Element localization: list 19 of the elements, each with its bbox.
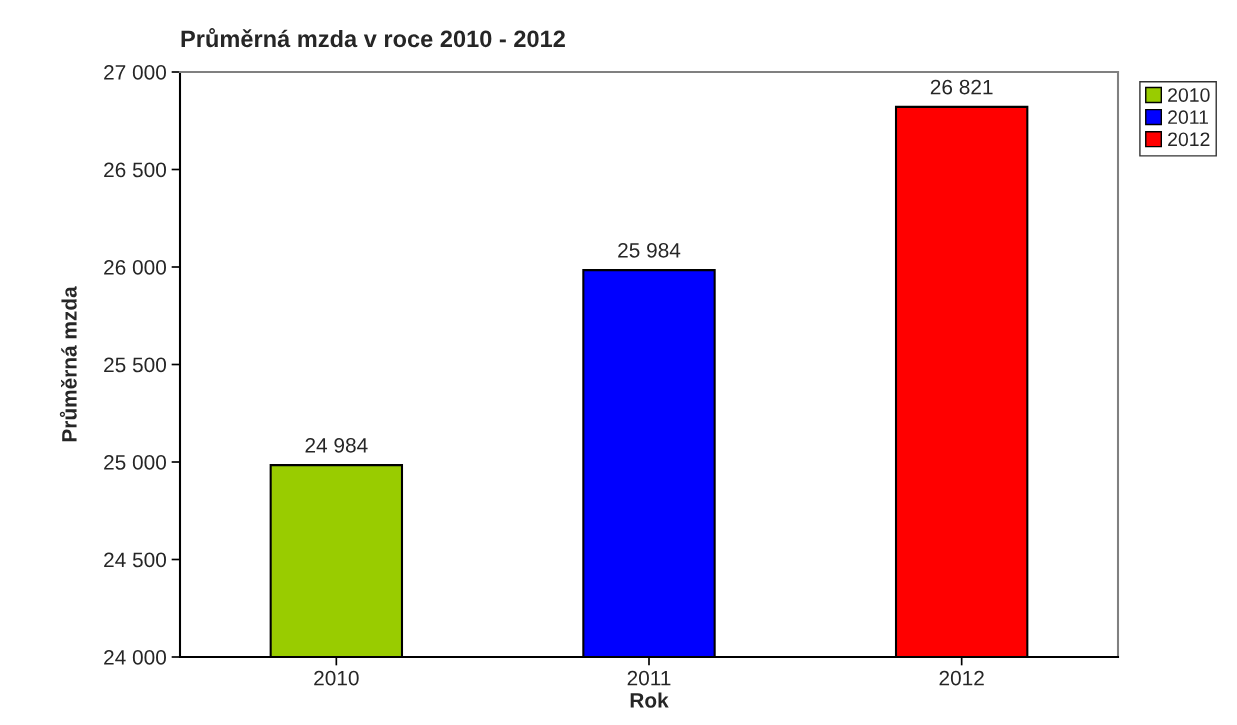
y-tick-label: 24 500	[104, 552, 166, 568]
legend-label: 2011	[1168, 110, 1209, 125]
legend-label: 2012	[1168, 132, 1210, 147]
y-axis-title: Průměrná mzda	[59, 286, 77, 442]
data-label: 25 984	[618, 242, 681, 258]
y-tick-label: 27 000	[104, 65, 166, 80]
data-label: 24 984	[305, 437, 368, 453]
x-tick-label: 2012	[939, 670, 984, 686]
y-tick-label: 24 000	[104, 650, 166, 665]
y-tick-label: 25 500	[104, 357, 166, 373]
data-label: 26 821	[930, 79, 993, 95]
chart-title: Průměrná mzda v roce 2010 - 2012	[181, 28, 565, 48]
y-tick-label: 25 000	[104, 455, 166, 470]
x-tick-label: 2010	[314, 670, 359, 686]
x-tick-label: 2011	[627, 670, 671, 686]
y-tick-label: 26 500	[104, 162, 166, 178]
legend-label: 2010	[1168, 88, 1210, 102]
x-axis-title: Rok	[630, 692, 669, 708]
y-tick-label: 26 000	[104, 260, 166, 275]
